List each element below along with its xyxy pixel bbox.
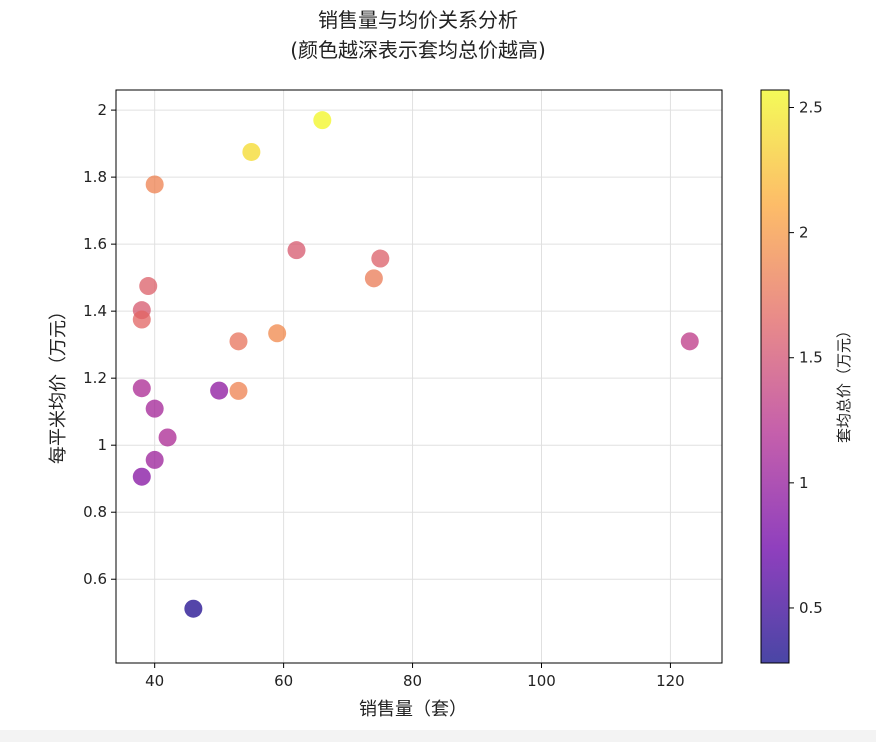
- data-points: [132, 111, 699, 618]
- data-point: [229, 332, 248, 351]
- data-point: [242, 142, 261, 161]
- data-point: [680, 332, 699, 351]
- y-tick-label: 1: [97, 436, 107, 454]
- data-point: [364, 269, 383, 288]
- colorbar-ticks: 0.5 1 1.5 2 2.5: [789, 99, 823, 617]
- data-point: [210, 381, 229, 400]
- data-point: [139, 277, 158, 296]
- x-axis-label: 销售量（套）: [359, 699, 467, 720]
- colorbar-tick-label: 2: [799, 224, 809, 242]
- data-point: [313, 111, 332, 130]
- data-point: [132, 379, 151, 398]
- colorbar-label: 套均总价（万元）: [835, 323, 853, 443]
- data-point: [158, 428, 177, 447]
- x-tick-label: 120: [656, 672, 685, 690]
- chart-title: 销售量与均价关系分析: [318, 8, 518, 32]
- data-point: [145, 175, 164, 194]
- x-tick-label: 40: [145, 672, 164, 690]
- y-axis-ticks: 0.6 0.8 1 1.2 1.4 1.6 1.8 2: [83, 101, 116, 588]
- colorbar-tick-label: 0.5: [799, 599, 823, 617]
- x-tick-label: 80: [403, 672, 422, 690]
- plot-area-frame: [115, 89, 723, 664]
- data-point: [184, 599, 203, 618]
- grid-lines: [116, 90, 722, 663]
- data-point: [287, 241, 306, 260]
- data-point: [145, 399, 164, 418]
- chart-subtitle: (颜色越深表示套均总价越高): [290, 38, 546, 62]
- data-point: [268, 324, 287, 343]
- y-tick-label: 1.2: [83, 369, 107, 387]
- colorbar-tick-label: 2.5: [799, 99, 823, 117]
- y-tick-label: 1.6: [83, 235, 107, 253]
- x-axis-ticks: 40 60 80 100 120: [145, 663, 685, 690]
- y-tick-label: 0.8: [83, 503, 107, 521]
- y-axis-label: 每平米均价（万元）: [48, 302, 69, 464]
- y-tick-label: 1.8: [83, 168, 107, 186]
- colorbar-tick-label: 1.5: [799, 349, 823, 367]
- x-tick-label: 60: [274, 672, 293, 690]
- x-tick-label: 100: [527, 672, 556, 690]
- data-point: [132, 467, 151, 486]
- colorbar-tick-label: 1: [799, 474, 809, 492]
- y-tick-label: 0.6: [83, 570, 107, 588]
- colorbar: [760, 89, 790, 664]
- y-tick-label: 1.4: [83, 302, 107, 320]
- data-point: [229, 381, 248, 400]
- data-point: [132, 310, 151, 329]
- bottom-strip: [0, 730, 876, 742]
- data-point: [145, 450, 164, 469]
- y-tick-label: 2: [97, 101, 107, 119]
- data-point: [371, 249, 390, 268]
